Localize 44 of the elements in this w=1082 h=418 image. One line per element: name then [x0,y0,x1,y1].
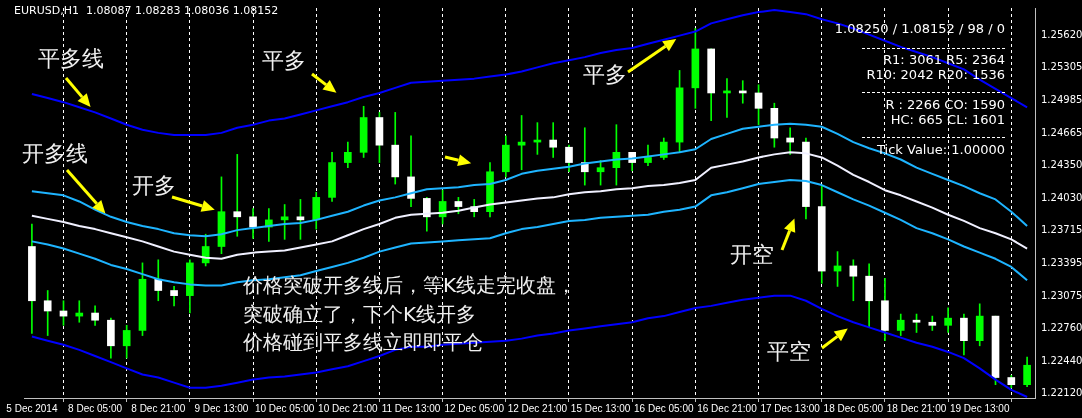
x-tick-label: 12 Dec 05:00 [444,402,505,414]
x-tick-label: 9 Dec 13:00 [194,402,249,414]
x-tick-label: 5 Dec 2014 [6,402,58,414]
x-tick-label: 19 Dec 13:00 [949,402,1010,414]
annotation: 价格突破开多线后，等K线走完收盘， [243,273,577,297]
annotation: 平多 [262,48,306,74]
annotation: Tick Value: 1.00000 [877,142,1005,158]
x-tick-label: 18 Dec 21:00 [886,402,947,414]
annotation: 开空 [730,242,774,268]
y-tick-label: 1.23395 [1041,256,1082,268]
candlestick [549,122,558,158]
x-tick-label: 10 Dec 05:00 [254,402,315,414]
x-tick-label: 15 Dec 13:00 [570,402,631,414]
annotation: 开多 [132,173,176,199]
x-tick-label: 12 Dec 21:00 [507,402,568,414]
annotation: R : 2266 CO: 1590 [885,97,1005,113]
x-tick-label: 16 Dec 21:00 [697,402,758,414]
x-tick-label: 17 Dec 13:00 [760,402,821,414]
x-tick-label: 8 Dec 21:00 [131,402,186,414]
x-tick-label: 11 Dec 13:00 [381,402,441,414]
y-tick-label: 1.25305 [1041,61,1082,73]
annotation: 开多线 [22,141,88,167]
annotation: 平空 [767,339,811,365]
chart-title: EURUSD,H1 1.08087 1.08283 1.08036 1.08152 [14,4,279,17]
y-tick-label: 1.23715 [1041,224,1082,236]
y-tick-label: 1.22760 [1041,321,1082,333]
y-tick-label: 1.23075 [1041,289,1082,301]
y-tick-label: 1.24030 [1041,191,1082,203]
candlestick [43,290,52,336]
y-tick-label: 1.24665 [1041,126,1082,138]
annotation: 平多 [583,62,627,88]
y-tick-label: 1.25620 [1041,29,1082,41]
x-tick-label: 16 Dec 05:00 [634,402,694,414]
candlestick [233,154,242,237]
x-tick-label: 18 Dec 05:00 [823,402,884,414]
x-tick-label: 10 Dec 21:00 [318,402,379,414]
y-tick-label: 1.24350 [1041,159,1082,171]
annotation: 突破确立了，下个K线开多 [243,302,477,326]
y-tick-label: 1.24985 [1041,94,1082,106]
y-tick-label: 1.22440 [1041,354,1082,366]
y-tick-label: 1.22120 [1041,387,1082,399]
annotation: 平多线 [38,46,104,72]
annotation: R10: 2042 R20: 1536 [866,67,1005,83]
x-tick-label: 8 Dec 05:00 [68,402,123,414]
